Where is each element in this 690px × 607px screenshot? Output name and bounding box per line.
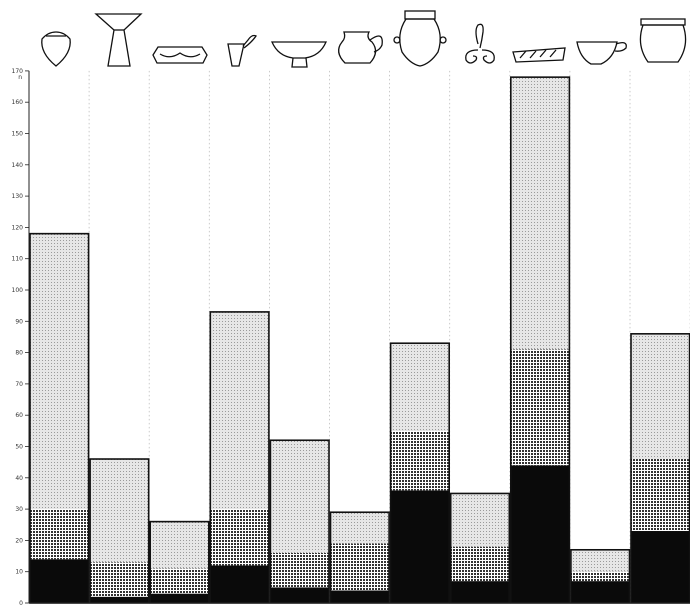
y-tick-label: 50 [15,444,23,451]
y-tick-label: 0 [19,600,23,607]
handled-bowl-icon [576,41,627,65]
decorated-boat-vessel-icon [512,47,566,63]
storage-jar-icon [639,18,687,63]
bar-segment-light-stipple [570,549,630,572]
y-axis: 0 10 20 30 40 50 60 70 80 90 100 110 120 130 140 150 160… [12,68,690,607]
bar-segment-solid-black [510,465,570,603]
lidded-dish-icon [152,46,208,64]
bar-segment-solid-black [390,490,450,603]
footed-bowl-icon [271,41,327,68]
bar-segment-solid-black [631,531,690,603]
y-unit-label: n [18,74,22,81]
bar-segment-checkered [90,562,149,597]
bars [29,76,690,604]
bar-segment-solid-black [330,590,390,603]
bar-segment-checkered [631,459,690,532]
pedestal-cup-icon [94,13,143,67]
bar-segment-light-stipple [390,343,450,431]
spiral-pendant-icon [465,23,495,64]
bar-segment-light-stipple [150,521,209,569]
bar-segment-checkered [390,430,450,491]
y-tick-label: 30 [15,506,23,513]
vessel-icons [41,10,687,68]
bar-segment-checkered [510,349,570,466]
bar-segment-checkered [150,568,209,594]
bar-segment-solid-black [90,596,149,603]
bar-segment-light-stipple [30,233,89,510]
bar-segment-light-stipple [330,512,390,544]
bar-segment-light-stipple [270,440,329,553]
bar-segment-solid-black [270,587,329,603]
y-tick-label: 170 [12,68,24,75]
y-tick-label: 10 [15,569,23,576]
bar-segment-checkered [330,543,390,591]
y-tick-label: 130 [12,193,24,200]
y-tick-label: 160 [12,99,24,106]
bar-segment-checkered [30,509,89,560]
y-tick-label: 80 [15,350,23,357]
y-tick-label: 40 [15,475,23,482]
y-tick-label: 100 [12,287,24,294]
y-tick-label: 70 [15,381,23,388]
globular-pot-icon [41,31,71,67]
bar-segment-solid-black [150,593,209,603]
y-tick-label: 60 [15,412,23,419]
bar-segment-light-stipple [210,311,269,510]
bar-segment-light-stipple [510,77,570,350]
y-tick-label: 120 [12,224,24,231]
y-tick-label: 20 [15,537,23,544]
y-tick-label: 90 [15,318,23,325]
bar-segment-light-stipple [450,493,510,547]
bar-segment-solid-black [210,565,269,603]
bar-segment-checkered [570,571,630,582]
jug-icon [338,31,383,64]
y-tick-label: 140 [12,162,24,169]
two-handled-jar-icon [393,10,447,67]
bar-segment-checkered [210,509,269,566]
bar-segment-checkered [270,552,329,588]
bar-segment-checkered [450,546,510,582]
bar-segment-solid-black [450,581,510,603]
handled-cup-icon [227,34,257,67]
bar-segment-light-stipple [631,333,690,460]
y-tick-label: 110 [12,256,24,263]
bar-segment-light-stipple [90,459,149,563]
bar-segment-solid-black [570,581,630,603]
y-tick-label: 150 [12,131,24,138]
bar-segment-solid-black [30,559,89,603]
